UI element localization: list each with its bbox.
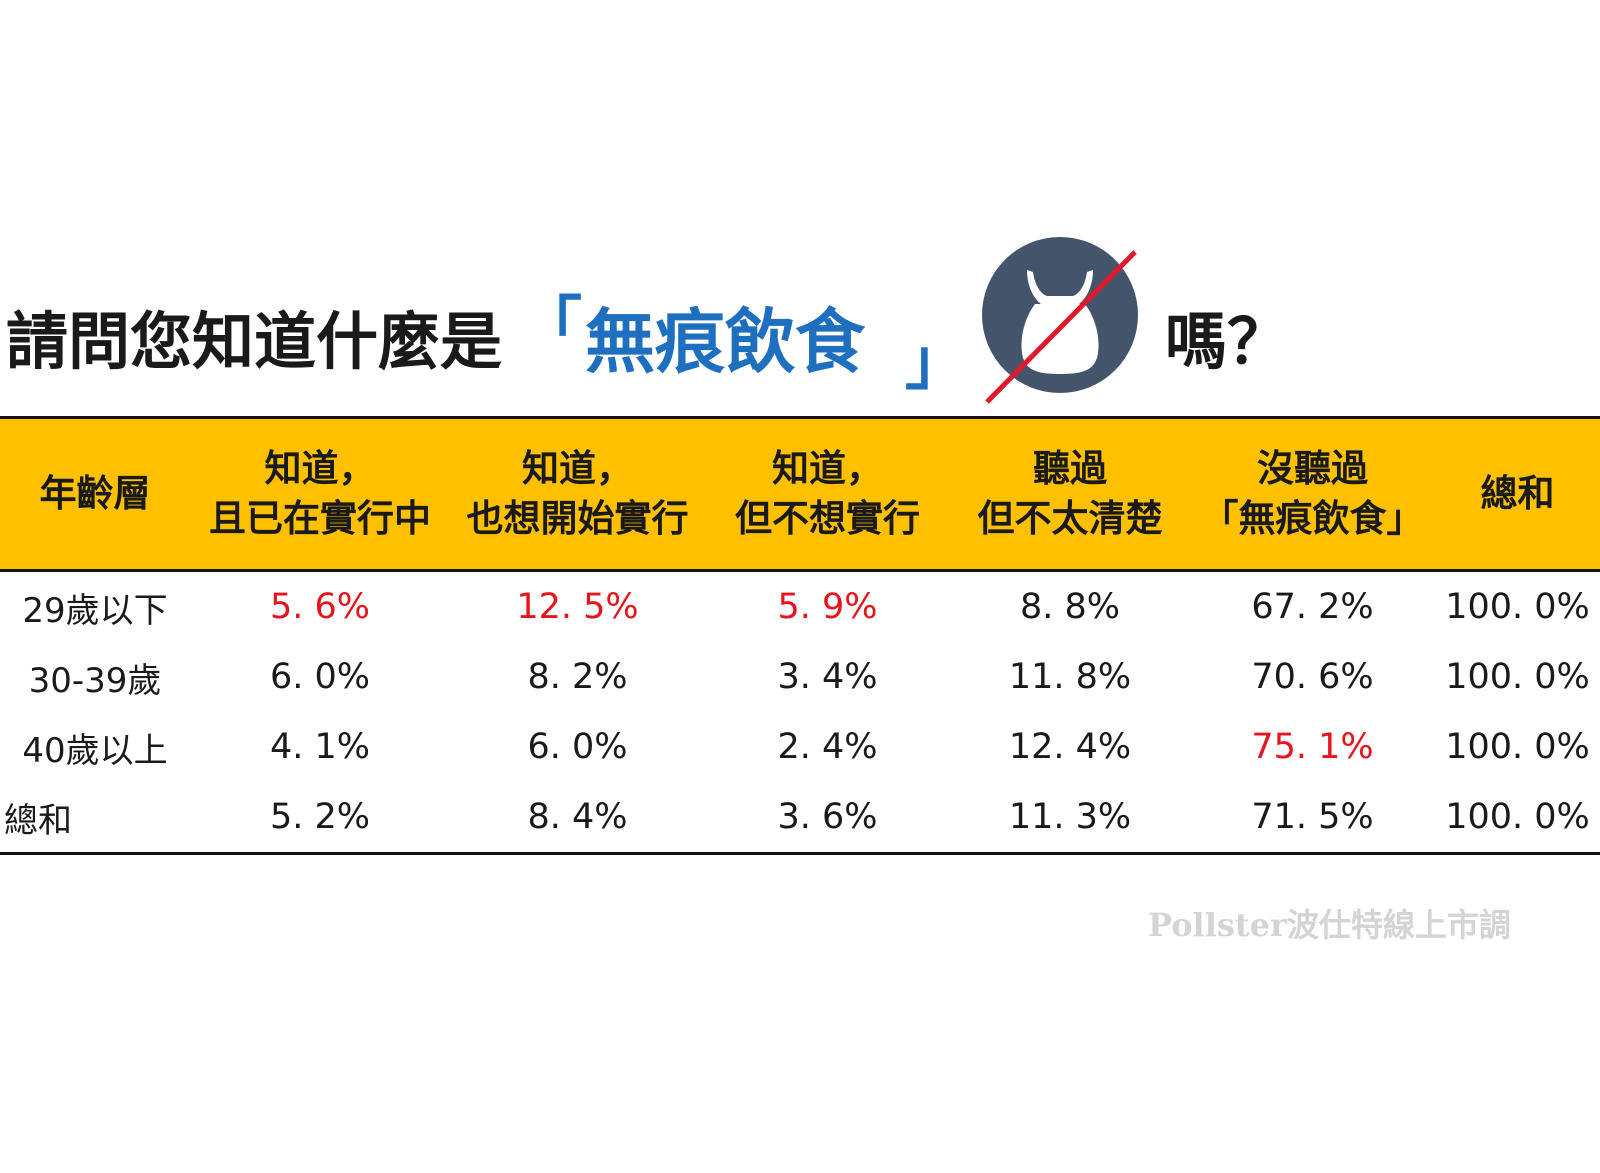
table-cell: 8. 2%	[527, 657, 628, 697]
column-header-6: 總和	[1435, 416, 1600, 572]
table-cell: 5. 2%	[190, 782, 450, 855]
row-label: 29歲以下	[22, 590, 168, 631]
title-keyword: 無痕飲食	[585, 301, 865, 383]
table-cell: 5. 9%	[777, 587, 878, 627]
column-header-3: 知道， 但不想實行	[705, 416, 950, 572]
column-header-line2: 但不想實行	[735, 497, 920, 540]
table-cell: 8. 8%	[1019, 587, 1121, 627]
table-row: 30-39歲 6. 0% 8. 2% 3. 4% 11. 8% 70. 6% 100. 0%	[0, 642, 1600, 712]
column-header-line1: 知道，	[772, 447, 883, 490]
column-header-line1: 總和	[1480, 472, 1555, 515]
table-cell: 100. 0%	[1445, 727, 1590, 767]
row-label: 40歲以上	[22, 730, 168, 771]
table-cell: 75. 1%	[1251, 727, 1374, 767]
table-cell: 2. 4%	[777, 727, 878, 767]
column-header-2: 知道， 也想開始實行	[450, 416, 705, 572]
no-plastic-bag-icon	[982, 237, 1138, 404]
table-cell: 67. 2%	[1251, 587, 1374, 627]
column-header-line1: 知道，	[522, 447, 633, 490]
table-row: 40歲以上 4. 1% 6. 0% 2. 4% 12. 4% 75. 1% 100. 0%	[0, 712, 1600, 782]
table-cell: 71. 5%	[1190, 782, 1435, 855]
column-header-line1: 年齡層	[39, 472, 151, 515]
column-header-line2: 也想開始實行	[466, 497, 689, 540]
row-label: 總和	[0, 782, 190, 855]
table-cell: 11. 8%	[1008, 657, 1132, 697]
column-header-line1: 沒聽過	[1257, 447, 1368, 490]
table-cell: 6. 0%	[269, 657, 371, 697]
title-suffix: 嗎？	[1165, 305, 1290, 378]
table-cell: 3. 6%	[705, 782, 950, 855]
table-body: 29歲以下 5. 6% 12. 5% 5. 9% 8. 8% 67. 2% 100. 0% 3…	[0, 571, 1600, 855]
column-header-line2: 且已在實行中	[209, 497, 431, 540]
survey-table: 年齡層 知道， 且已在實行中 知道， 也想開始實行 知道， 但不想實行 聽過 但不太清楚 沒聽過「…	[0, 416, 1600, 855]
table-cell: 100. 0%	[1445, 657, 1590, 697]
table-cell: 4. 1%	[269, 727, 371, 767]
column-header-0: 年齡層	[0, 416, 190, 572]
table-cell: 70. 6%	[1251, 657, 1374, 697]
table-cell: 100. 0%	[1435, 782, 1600, 855]
column-header-line1: 聽過	[1033, 447, 1107, 490]
table-row: 29歲以下 5. 6% 12. 5% 5. 9% 8. 8% 67. 2% 100. 0%	[0, 571, 1600, 643]
pollster-watermark: Pollster波仕特線上市調	[1148, 906, 1511, 944]
table-cell: 8. 4%	[450, 782, 705, 855]
column-header-line1: 知道，	[264, 447, 376, 490]
title-prefix: 請問您知道什麼是	[6, 305, 503, 378]
table-cell: 12. 5%	[516, 587, 639, 627]
column-header-1: 知道， 且已在實行中	[190, 416, 450, 572]
table-cell: 6. 0%	[527, 727, 628, 767]
column-header-5: 沒聽過 「無痕飲食」	[1190, 416, 1435, 572]
table-cell: 5. 6%	[269, 587, 371, 627]
table-row: 總和 5. 2% 8. 4% 3. 6% 11. 3% 71. 5% 100. 0%	[0, 782, 1600, 855]
column-header-4: 聽過 但不太清楚	[950, 416, 1190, 572]
title-close-bracket: 」	[905, 325, 968, 398]
table-cell: 3. 4%	[777, 657, 878, 697]
row-label: 30-39歲	[28, 660, 162, 701]
title-open-bracket: 「	[520, 289, 583, 362]
table-cell: 11. 3%	[950, 782, 1190, 855]
table-cell: 12. 4%	[1008, 727, 1132, 767]
title-row: 請問您知道什麼是 「 無痕飲食 」 嗎？	[0, 230, 1600, 410]
column-header-line2: 「無痕飲食」	[1201, 497, 1424, 540]
column-header-line2: 但不太清楚	[977, 497, 1163, 540]
table-header-row: 年齡層 知道， 且已在實行中 知道， 也想開始實行 知道， 但不想實行 聽過 但不太清楚 沒聽過「…	[0, 416, 1600, 572]
table-cell: 100. 0%	[1445, 587, 1590, 627]
